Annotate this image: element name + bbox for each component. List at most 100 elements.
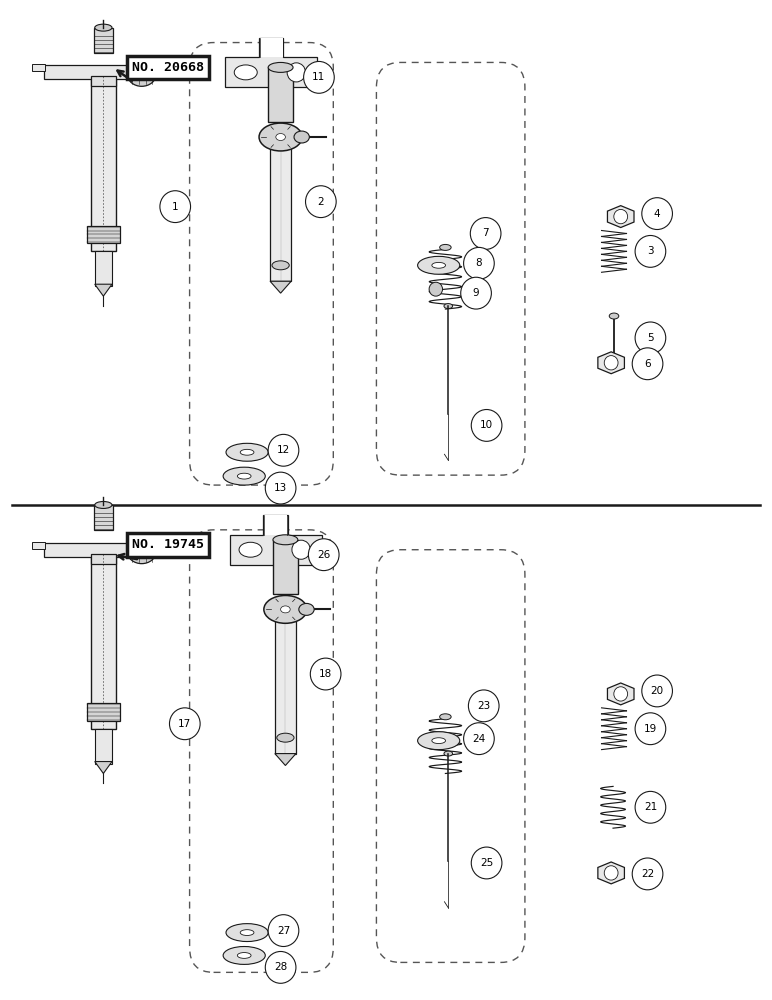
Text: 21: 21	[644, 802, 657, 812]
Bar	[608, 355, 620, 364]
Ellipse shape	[127, 62, 156, 86]
Ellipse shape	[237, 473, 251, 479]
Polygon shape	[95, 284, 112, 296]
Bar	[93, 28, 113, 52]
Polygon shape	[230, 515, 322, 565]
Ellipse shape	[280, 606, 290, 613]
Circle shape	[604, 866, 618, 880]
Text: 1: 1	[172, 202, 178, 212]
Circle shape	[287, 63, 306, 82]
Text: 2: 2	[317, 197, 324, 207]
Circle shape	[268, 915, 299, 947]
Text: 11: 11	[313, 72, 326, 82]
Text: 5: 5	[647, 333, 654, 343]
Bar	[162, 542, 174, 549]
Text: 22: 22	[641, 869, 654, 879]
Ellipse shape	[95, 501, 112, 508]
Ellipse shape	[240, 930, 254, 935]
Circle shape	[464, 723, 494, 755]
Circle shape	[642, 198, 672, 230]
Text: NO. 20668: NO. 20668	[132, 61, 204, 74]
Circle shape	[635, 791, 665, 823]
Text: 9: 9	[472, 288, 479, 298]
Circle shape	[642, 675, 672, 707]
Bar	[87, 226, 120, 243]
Bar	[91, 554, 116, 564]
Bar	[32, 542, 45, 549]
Polygon shape	[598, 352, 625, 374]
Bar	[32, 64, 45, 71]
Circle shape	[308, 539, 339, 571]
Polygon shape	[225, 38, 317, 87]
Ellipse shape	[609, 313, 619, 319]
Ellipse shape	[276, 134, 286, 141]
Circle shape	[604, 356, 618, 370]
Circle shape	[303, 61, 334, 93]
Ellipse shape	[272, 261, 290, 270]
Ellipse shape	[418, 732, 460, 750]
Ellipse shape	[240, 449, 254, 455]
Circle shape	[632, 348, 663, 380]
Circle shape	[635, 235, 665, 267]
Circle shape	[292, 540, 310, 559]
Circle shape	[429, 282, 442, 296]
Bar	[44, 65, 163, 79]
Polygon shape	[270, 281, 291, 293]
Text: 26: 26	[317, 550, 330, 560]
Ellipse shape	[226, 443, 268, 461]
Text: 18: 18	[319, 669, 332, 679]
Text: 27: 27	[277, 926, 290, 936]
Ellipse shape	[294, 131, 310, 143]
Text: 13: 13	[274, 483, 287, 493]
Circle shape	[471, 847, 502, 879]
Circle shape	[614, 687, 628, 701]
Text: 10: 10	[480, 420, 493, 430]
Ellipse shape	[127, 540, 156, 564]
Circle shape	[635, 713, 665, 745]
Text: NO. 19745: NO. 19745	[132, 538, 204, 551]
Circle shape	[306, 186, 336, 218]
Ellipse shape	[264, 595, 307, 623]
Circle shape	[632, 858, 663, 890]
Bar	[93, 505, 113, 530]
Circle shape	[464, 247, 494, 279]
Circle shape	[614, 209, 628, 224]
Circle shape	[470, 218, 501, 249]
Text: 28: 28	[274, 962, 287, 972]
Ellipse shape	[259, 123, 302, 151]
Polygon shape	[275, 754, 296, 766]
Ellipse shape	[444, 751, 452, 756]
Text: 7: 7	[482, 228, 489, 238]
Bar	[44, 543, 163, 557]
Circle shape	[469, 690, 499, 722]
Bar	[91, 76, 116, 86]
Ellipse shape	[439, 714, 451, 720]
Ellipse shape	[95, 24, 112, 31]
Text: 17: 17	[178, 719, 191, 729]
Ellipse shape	[226, 924, 268, 942]
Bar	[91, 76, 116, 251]
Bar	[162, 64, 174, 71]
Text: 23: 23	[477, 701, 490, 711]
Circle shape	[266, 951, 296, 983]
Circle shape	[310, 658, 341, 690]
Ellipse shape	[432, 262, 445, 268]
Bar	[95, 729, 112, 764]
Ellipse shape	[273, 535, 298, 545]
Ellipse shape	[234, 65, 257, 80]
Ellipse shape	[432, 738, 445, 744]
Polygon shape	[95, 762, 112, 773]
Polygon shape	[608, 206, 634, 228]
Text: 20: 20	[651, 686, 664, 696]
Bar	[275, 619, 296, 754]
Ellipse shape	[277, 733, 294, 742]
Text: 4: 4	[654, 209, 660, 219]
Circle shape	[471, 410, 502, 441]
Bar	[270, 147, 291, 281]
Bar	[268, 67, 293, 122]
Ellipse shape	[268, 62, 293, 72]
Text: 3: 3	[647, 246, 654, 256]
Ellipse shape	[444, 304, 452, 309]
Text: 12: 12	[277, 445, 290, 455]
Circle shape	[635, 322, 665, 354]
